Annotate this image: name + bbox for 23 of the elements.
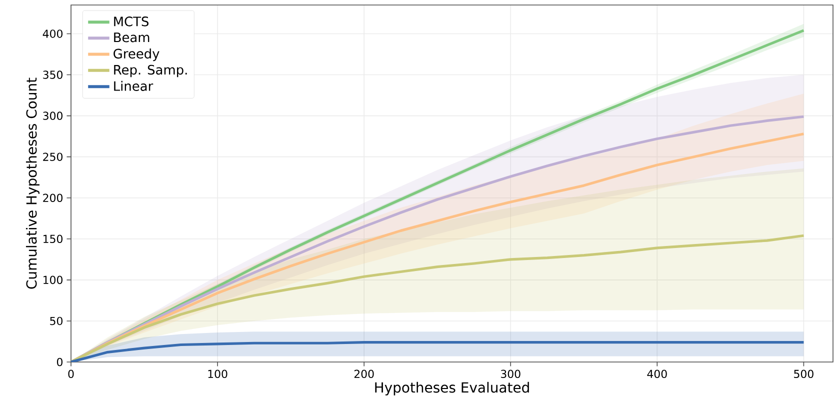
x-axis-title: Hypotheses Evaluated	[375, 382, 529, 396]
y-tick-label: 400	[42, 30, 62, 38]
y-tick-label: 250	[43, 152, 62, 161]
y-tick-label: 50	[50, 316, 62, 326]
y-tick-label: 150	[44, 234, 62, 244]
x-tick-label: 200	[354, 370, 374, 378]
y-tick-label: 350	[43, 70, 62, 79]
y-tick-label: 200	[43, 194, 62, 202]
x-tick-label: 300	[500, 370, 520, 378]
x-tick-label: 500	[794, 370, 814, 378]
y-tick-label: 100	[44, 276, 62, 284]
y-axis-title: Cumulative Hypotheses Count	[26, 78, 40, 289]
y-tick-label: 300	[43, 112, 62, 120]
legend-label: Linear	[114, 80, 154, 91]
legend-label: Rep. Samp.	[114, 64, 187, 78]
x-tick-label: 400	[647, 370, 667, 378]
legend-label: Greedy	[114, 48, 160, 62]
legend-label: MCTS	[114, 16, 148, 26]
legend-label: Beam	[114, 32, 150, 42]
x-tick-label: 0	[68, 370, 74, 378]
x-tick-label: 100	[208, 370, 228, 378]
y-tick-label: 0	[56, 358, 62, 366]
line-series	[71, 234, 805, 362]
